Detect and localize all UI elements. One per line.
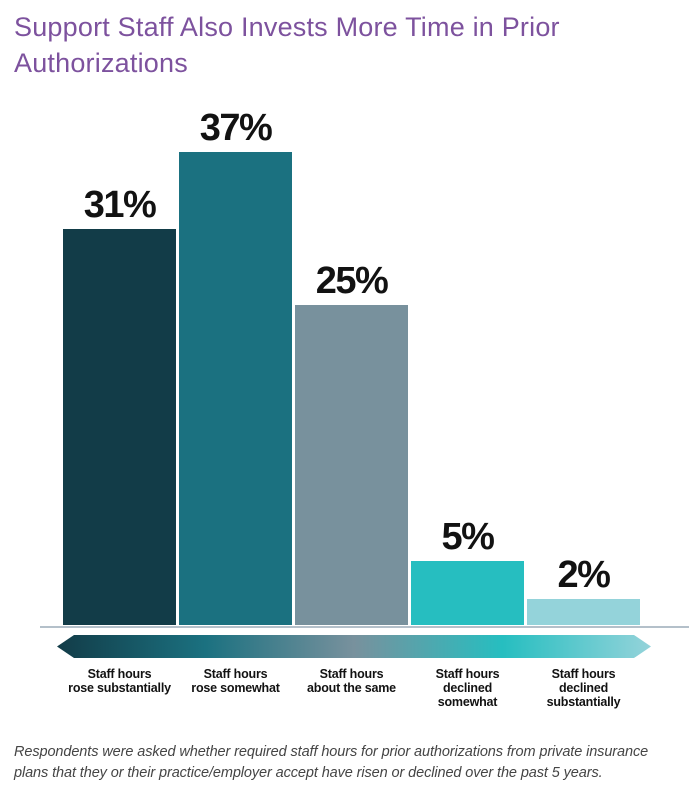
bar xyxy=(295,305,408,625)
bar-value-label: 37% xyxy=(199,107,273,149)
category-label: Staff hours declined substantially xyxy=(546,667,621,709)
category-label: Staff hours about the same xyxy=(307,667,396,695)
category-label-row: Staff hours rose substantially Staff hour… xyxy=(63,667,640,709)
bar-column: 25% xyxy=(295,262,408,625)
chart-title: Support Staff Also Invests More Time in … xyxy=(14,12,560,78)
footnote: Respondents were asked whether required … xyxy=(14,744,649,782)
bar-value-label: 5% xyxy=(441,516,495,558)
bar-column: 5% xyxy=(411,518,524,625)
bar-column: 31% xyxy=(63,186,176,625)
bar-value-label: 31% xyxy=(83,184,157,226)
bar-value-label: 2% xyxy=(557,554,611,596)
axis-baseline xyxy=(40,626,689,628)
category-label: Staff hours rose substantially xyxy=(68,667,171,695)
bar xyxy=(527,599,640,625)
bar xyxy=(179,152,292,625)
gradient-direction-arrow xyxy=(57,635,651,658)
bar-group: 31% 37% 25% 5% 2% xyxy=(63,109,640,625)
category-label: Staff hours declined somewhat xyxy=(435,667,500,709)
bar xyxy=(63,229,176,625)
category-label: Staff hours rose somewhat xyxy=(191,667,280,695)
bar xyxy=(411,561,524,625)
bar-value-label: 25% xyxy=(315,260,389,302)
bar-column: 2% xyxy=(527,556,640,625)
bar-column: 37% xyxy=(179,109,292,625)
